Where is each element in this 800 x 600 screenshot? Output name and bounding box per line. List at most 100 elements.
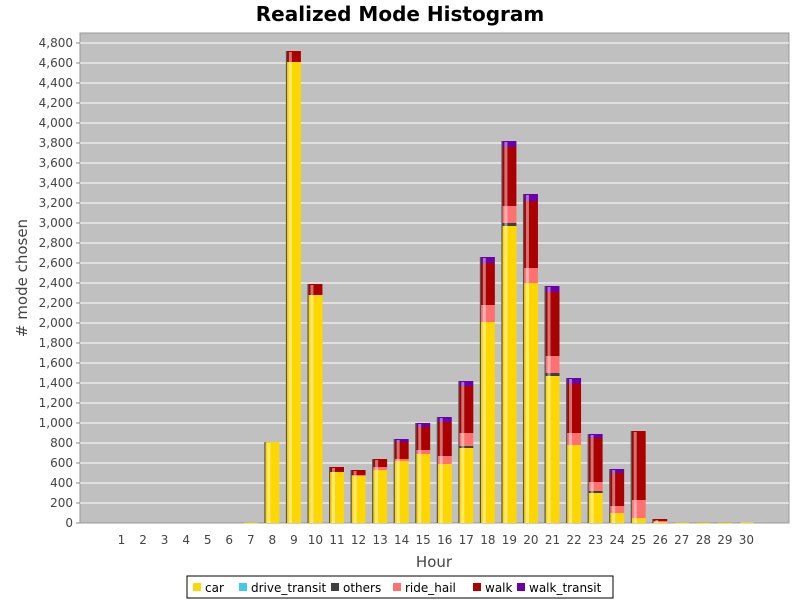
bar-segment-ride-hail xyxy=(394,459,409,461)
bar-highlight xyxy=(353,471,357,523)
bar-segment-car xyxy=(545,376,560,523)
bar-outline xyxy=(544,286,546,523)
y-tick-label: 4,200 xyxy=(39,96,73,110)
bar-segment-walk-transit xyxy=(459,381,474,386)
bar-segment-ride-hail xyxy=(610,506,625,513)
bar-segment-ride-hail xyxy=(588,482,603,491)
bar-segment-walk xyxy=(286,51,301,62)
bar-segment-walk xyxy=(653,519,668,521)
x-tick-label: 19 xyxy=(502,533,517,547)
bar-segment-car xyxy=(437,464,452,523)
y-tick-label: 3,600 xyxy=(39,156,73,170)
bar-outline xyxy=(587,434,589,523)
legend-swatch-car xyxy=(193,583,201,591)
bar-segment-car xyxy=(674,522,689,524)
y-tick-label: 2,400 xyxy=(39,276,73,290)
y-tick-label: 2,000 xyxy=(39,316,73,330)
legend-swatch-ride-hail xyxy=(393,583,401,591)
x-tick-label: 30 xyxy=(739,533,754,547)
bar-segment-walk-transit xyxy=(502,141,517,147)
bar-segment-car xyxy=(480,322,495,523)
x-tick-label: 12 xyxy=(351,533,366,547)
bar-segment-walk xyxy=(373,459,388,467)
bar-segment-car xyxy=(567,445,582,523)
bar-segment-ride-hail xyxy=(631,500,646,518)
y-tick-label: 1,600 xyxy=(39,356,73,370)
y-tick-label: 4,600 xyxy=(39,56,73,70)
x-tick-label: 9 xyxy=(290,533,298,547)
x-tick-label: 7 xyxy=(247,533,255,547)
bar-segment-ride-hail xyxy=(351,475,366,476)
legend-swatch-walk-transit xyxy=(517,583,525,591)
legend-label-walk-transit: walk_transit xyxy=(529,581,602,595)
bar-highlight xyxy=(482,258,486,523)
x-tick-label: 13 xyxy=(372,533,387,547)
bar-segment-car xyxy=(351,476,366,523)
bar-segment-walk-transit xyxy=(567,378,582,384)
x-tick-label: 5 xyxy=(204,533,212,547)
gridlines xyxy=(80,42,789,504)
bar-segment-walk xyxy=(502,147,517,206)
bar-segment-walk xyxy=(394,442,409,459)
bar-segment-car xyxy=(416,454,431,523)
bar-segment-walk xyxy=(351,470,366,475)
x-axis-label: Hour xyxy=(416,553,453,571)
bar-segment-walk xyxy=(631,431,646,500)
bar-segment-walk xyxy=(308,284,323,295)
bar-highlight xyxy=(590,435,594,523)
bar-segment-others xyxy=(459,446,474,448)
bar-outline xyxy=(479,257,482,523)
y-axis-label: # mode chosen xyxy=(13,219,31,337)
bar-outline xyxy=(609,469,611,523)
y-tick-label: 3,400 xyxy=(39,176,73,190)
x-tick-label: 14 xyxy=(394,533,409,547)
bar-outline xyxy=(522,194,525,523)
bar-segment-walk-transit xyxy=(523,194,538,201)
x-tick-label: 21 xyxy=(545,533,560,547)
x-tick-label: 28 xyxy=(696,533,711,547)
bar-segment-car xyxy=(631,518,646,523)
bar-segment-car xyxy=(610,513,625,523)
legend-label-walk: walk xyxy=(485,581,513,595)
x-tick-label: 2 xyxy=(139,533,147,547)
bar-outline xyxy=(738,522,740,523)
bar-segment-walk xyxy=(567,384,582,433)
bar-outline xyxy=(566,378,568,523)
bar-highlight xyxy=(612,470,616,523)
bar-segment-walk-transit xyxy=(394,439,409,442)
bar-segment-walk xyxy=(523,201,538,268)
legend-label-ride-hail: ride_hail xyxy=(405,581,456,595)
x-tick-label: 27 xyxy=(674,533,689,547)
x-tick-label: 26 xyxy=(653,533,668,547)
bar-segment-ride-hail xyxy=(480,305,495,322)
bar-segment-ride-hail xyxy=(502,206,517,223)
bar-segment-car xyxy=(502,226,517,523)
bar-segment-ride-hail xyxy=(459,433,474,446)
x-tick-label: 29 xyxy=(717,533,732,547)
bar-outline xyxy=(415,423,417,523)
bar-segment-walk-transit xyxy=(588,434,603,438)
bar-highlight xyxy=(418,424,422,523)
x-tick-label: 3 xyxy=(161,533,169,547)
bar-segment-car xyxy=(459,448,474,523)
bar-segment-ride-hail xyxy=(545,356,560,373)
legend: car drive_transit others ride_hail walk walk_… xyxy=(186,575,614,599)
bar-highlight xyxy=(267,443,271,523)
bar-outline xyxy=(630,431,632,523)
bar-segment-car xyxy=(653,522,668,523)
bar-highlight xyxy=(504,142,508,523)
y-tick-label: 1,800 xyxy=(39,336,73,350)
bar-highlight xyxy=(547,287,551,523)
bar-outline xyxy=(329,467,331,523)
bar-segment-car xyxy=(265,442,280,523)
bar-outline xyxy=(458,381,460,523)
bar-outline xyxy=(307,284,309,523)
x-tick-label: 4 xyxy=(182,533,190,547)
bar-highlight xyxy=(525,195,529,523)
legend-swatch-drive-transit xyxy=(239,583,247,591)
bar-outline xyxy=(652,519,654,523)
bar-segment-car xyxy=(243,522,258,524)
chart-title: Realized Mode Histogram xyxy=(256,2,544,26)
y-tick-label: 4,000 xyxy=(39,116,73,130)
y-tick-label: 200 xyxy=(50,496,73,510)
